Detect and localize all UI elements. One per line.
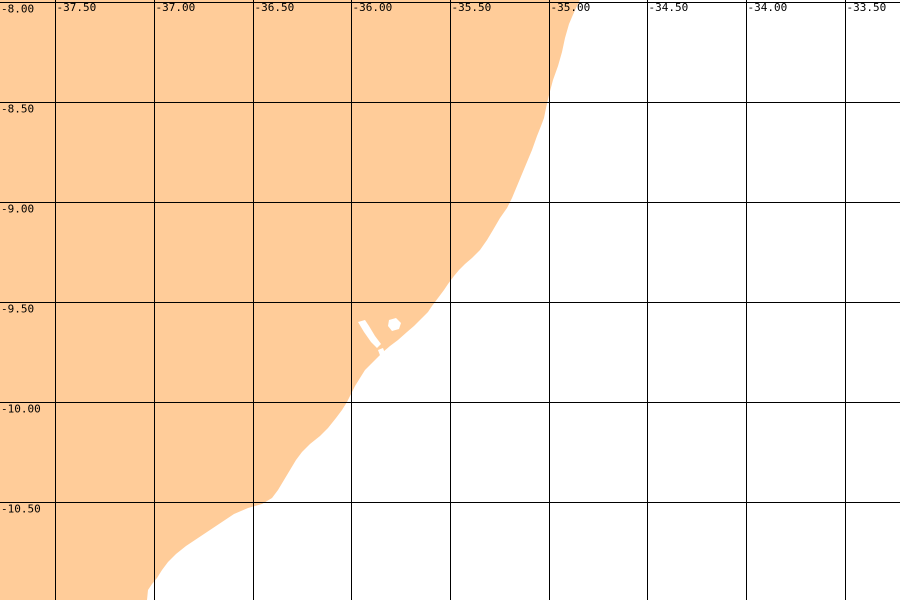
latitude-label: -8.00 bbox=[1, 3, 34, 16]
river-channel bbox=[378, 348, 386, 358]
latitude-label: -9.00 bbox=[1, 203, 34, 216]
lagoon-manguaba bbox=[388, 318, 401, 331]
longitude-label: -33.50 bbox=[847, 1, 887, 14]
longitude-label: -37.50 bbox=[57, 1, 97, 14]
longitude-label: -36.50 bbox=[255, 1, 295, 14]
longitude-label: -35.50 bbox=[452, 1, 492, 14]
latitude-label: -8.50 bbox=[1, 103, 34, 116]
longitude-label: -36.00 bbox=[353, 1, 393, 14]
latitude-label: -10.50 bbox=[1, 503, 41, 516]
latitude-labels: -8.00 -8.50 -9.00 -9.50 -10.00 -10.50 bbox=[1, 3, 41, 516]
lagoon-mundau bbox=[358, 320, 381, 348]
longitude-label: -34.50 bbox=[649, 1, 689, 14]
longitude-label: -35.00 bbox=[551, 1, 591, 14]
latitude-label: -10.00 bbox=[1, 403, 41, 416]
longitude-labels: -37.50 -37.00 -36.50 -36.00 -35.50 -35.00 -34.… bbox=[57, 1, 887, 14]
longitude-label: -37.00 bbox=[156, 1, 196, 14]
land-area bbox=[0, 0, 580, 600]
latitude-grid bbox=[0, 2, 900, 503]
longitude-label: -34.00 bbox=[748, 1, 788, 14]
longitude-grid bbox=[55, 0, 846, 600]
latitude-label: -9.50 bbox=[1, 303, 34, 316]
